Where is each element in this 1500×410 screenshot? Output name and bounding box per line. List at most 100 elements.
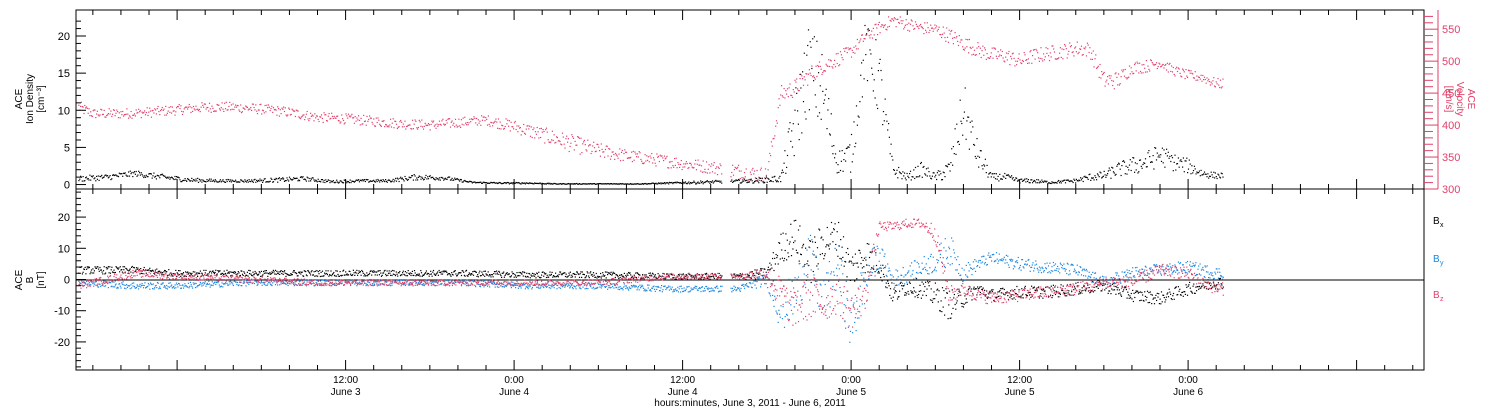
bx-point: [519, 271, 522, 274]
velocity-point: [1078, 51, 1080, 53]
density-point: [326, 181, 328, 183]
bx-point: [911, 291, 913, 293]
by-point: [361, 280, 363, 283]
density-point: [1203, 171, 1206, 173]
velocity-point: [1075, 51, 1077, 53]
density-point: [235, 181, 238, 183]
velocity-point: [796, 78, 798, 80]
density-point: [1107, 173, 1109, 175]
bx-point: [971, 299, 973, 301]
bx-point: [204, 272, 206, 274]
density-point: [164, 175, 166, 177]
density-point: [449, 176, 451, 178]
density-point: [117, 176, 120, 178]
by-point: [156, 281, 159, 284]
velocity-point: [811, 65, 813, 67]
density-point: [894, 173, 896, 175]
by-point: [141, 282, 143, 285]
density-point: [982, 168, 984, 170]
bx-point: [453, 271, 455, 273]
density-point: [848, 146, 850, 148]
velocity-point: [940, 34, 942, 36]
bx-point: [1108, 290, 1110, 292]
bx-point: [1165, 299, 1167, 301]
by-point: [210, 284, 212, 286]
bx-point: [1175, 286, 1177, 288]
by-point: [190, 284, 192, 286]
velocity-point: [474, 117, 476, 119]
by-point: [132, 285, 134, 287]
density-point: [1075, 182, 1077, 184]
velocity-point: [87, 112, 89, 114]
bx-point: [974, 288, 976, 290]
velocity-point: [788, 87, 790, 89]
by-point: [325, 284, 327, 286]
bx-point: [451, 272, 453, 274]
velocity-point: [742, 178, 744, 180]
bx-point: [265, 270, 267, 272]
density-point: [179, 179, 181, 181]
density-point: [920, 162, 922, 165]
density-point: [203, 180, 205, 182]
velocity-point: [847, 47, 849, 49]
density-point: [140, 172, 142, 174]
density-point: [330, 180, 332, 182]
density-point: [116, 175, 118, 177]
velocity-point: [208, 110, 210, 112]
bx-point: [331, 273, 333, 275]
bx-point: [432, 271, 434, 273]
velocity-point: [307, 118, 309, 120]
density-point: [1109, 169, 1111, 171]
density-point: [663, 182, 665, 184]
bx-point: [505, 272, 508, 274]
density-point: [930, 178, 933, 180]
density-point: [885, 114, 887, 116]
velocity-point: [308, 120, 310, 122]
by-point: [197, 285, 199, 287]
density-point: [89, 174, 91, 176]
density-point: [529, 182, 531, 184]
bx-point: [760, 268, 762, 270]
density-point: [527, 182, 529, 184]
bx-point: [195, 273, 197, 275]
by-point: [265, 284, 267, 286]
bx-point: [1171, 298, 1173, 301]
bx-point: [733, 274, 735, 276]
velocity-point: [908, 22, 910, 24]
velocity-point: [553, 134, 555, 136]
by-point: [310, 283, 312, 285]
by-point: [93, 283, 95, 285]
by-point: [472, 280, 474, 282]
density-point: [1094, 175, 1096, 177]
velocity-point: [757, 178, 759, 180]
bx-point: [329, 274, 331, 276]
density-point: [639, 183, 641, 185]
velocity-point: [523, 123, 525, 126]
velocity-point: [578, 137, 580, 139]
by-point: [136, 284, 138, 286]
velocity-point: [1096, 67, 1098, 69]
by-point: [192, 282, 194, 284]
by-point: [394, 281, 396, 283]
density-point: [562, 183, 564, 185]
density-point: [459, 180, 461, 182]
density-point: [1072, 181, 1074, 184]
bx-point: [1090, 291, 1092, 293]
velocity-point: [117, 111, 119, 113]
bx-point: [828, 245, 830, 247]
density-point: [221, 180, 223, 182]
velocity-point: [261, 113, 263, 115]
bx-point: [1025, 294, 1027, 296]
velocity-point: [1161, 64, 1163, 66]
velocity-point: [1101, 74, 1104, 76]
bx-point: [294, 272, 296, 274]
velocity-point: [628, 157, 630, 159]
velocity-point: [1091, 52, 1093, 54]
velocity-point: [845, 47, 847, 49]
density-point: [633, 183, 635, 185]
density-point: [1156, 152, 1158, 154]
bx-point: [621, 274, 623, 276]
density-point: [557, 183, 559, 185]
density-point: [908, 177, 910, 179]
velocity-point: [478, 122, 480, 124]
